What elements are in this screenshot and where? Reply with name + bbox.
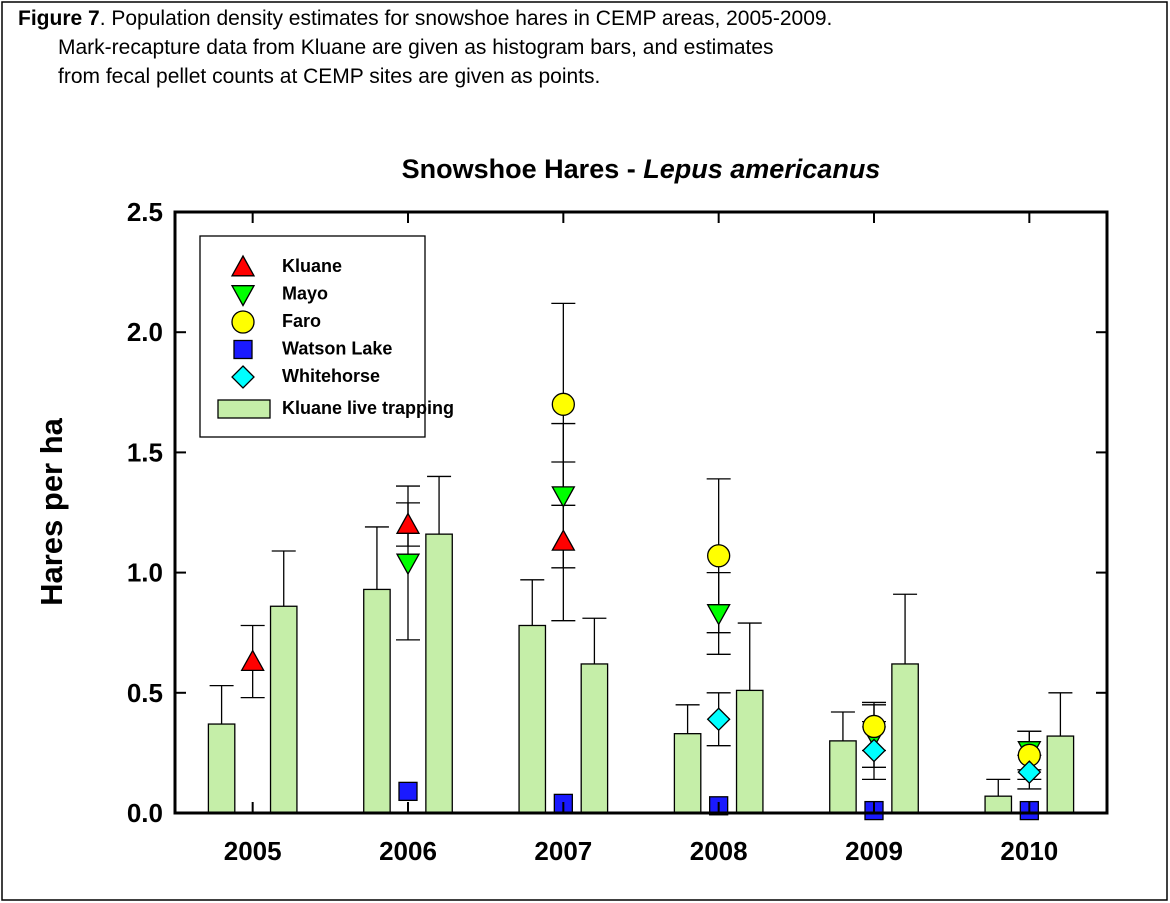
- error-bar: [893, 593, 918, 664]
- bar: [673, 733, 702, 814]
- marker: [1017, 760, 1042, 785]
- marker: [230, 254, 256, 277]
- legend: Kluane Mayo Faro Watson Lake Whitehorse Kluan…: [199, 235, 454, 438]
- marker: [231, 365, 255, 389]
- marker: [862, 714, 886, 739]
- caption-line: . Population density estimates for snows…: [100, 7, 833, 30]
- marker: [395, 553, 421, 576]
- marker: [707, 544, 731, 568]
- error-bar: [737, 622, 762, 691]
- bar: [518, 624, 547, 814]
- legend-label: Watson Lake: [282, 338, 392, 358]
- error-bar: [364, 526, 389, 590]
- caption-line: from fecal pellet counts at CEMP sites a…: [58, 65, 600, 88]
- bar: [363, 588, 391, 814]
- legend-label: Mayo: [282, 283, 328, 303]
- bar: [1046, 735, 1075, 814]
- legend-label: Kluane live trapping: [282, 398, 454, 418]
- error-bar: [1048, 692, 1073, 737]
- title-species: Lepus americanus: [643, 154, 880, 184]
- y-tick-label: 1.5: [127, 437, 163, 467]
- error-bar: [520, 579, 545, 626]
- marker: [240, 649, 265, 671]
- bar: [425, 533, 453, 814]
- marker: [551, 486, 576, 509]
- y-tick-label: 0.5: [127, 678, 163, 708]
- legend-label: Kluane: [282, 256, 342, 276]
- marker: [706, 604, 731, 626]
- bar: [891, 663, 919, 814]
- marker: [395, 512, 421, 534]
- title-text: Snowshoe Hares -: [402, 154, 636, 184]
- x-tick-label: 2005: [224, 836, 282, 866]
- chart-title: Snowshoe Hares - Lepus americanus: [402, 154, 881, 184]
- error-bar: [209, 684, 234, 725]
- legend-label: Whitehorse: [282, 366, 380, 386]
- caption-line: Mark-recapture data from Kluane are give…: [58, 36, 774, 59]
- marker: [862, 738, 886, 763]
- legend-swatch: [217, 399, 271, 419]
- caption-label: Figure 7: [18, 7, 100, 30]
- x-tick-label: 2009: [845, 836, 903, 866]
- bar: [580, 663, 609, 814]
- y-axis-label: Hares per ha: [34, 417, 69, 606]
- marker: [551, 529, 576, 551]
- error-bar: [582, 617, 607, 664]
- bar: [984, 795, 1013, 814]
- marker: [231, 310, 255, 334]
- x-tick-label: 2010: [1000, 836, 1058, 866]
- error-bar: [986, 778, 1011, 797]
- y-tick-label: 1.0: [127, 558, 163, 588]
- error-bar: [675, 704, 700, 734]
- error-bar: [427, 475, 452, 535]
- bar: [829, 740, 857, 814]
- bar: [207, 723, 236, 814]
- y-tick-label: 2.5: [127, 197, 163, 227]
- marker: [233, 339, 253, 360]
- bar: [269, 605, 298, 814]
- caption: Figure 7. Population density estimates f…: [18, 7, 832, 30]
- y-tick-label: 2.0: [127, 317, 163, 347]
- marker: [230, 285, 256, 307]
- x-tick-label: 2007: [534, 836, 592, 866]
- marker: [551, 392, 575, 416]
- error-bar: [271, 550, 296, 607]
- y-tick-label: 0.0: [127, 798, 163, 828]
- plot-frame: [173, 210, 1109, 815]
- marker: [398, 781, 418, 802]
- bar: [735, 689, 764, 814]
- x-tick-label: 2006: [379, 836, 437, 866]
- x-tick-label: 2008: [690, 836, 748, 866]
- marker: [706, 707, 731, 732]
- legend-label: Faro: [282, 311, 321, 331]
- error-bar: [830, 711, 855, 741]
